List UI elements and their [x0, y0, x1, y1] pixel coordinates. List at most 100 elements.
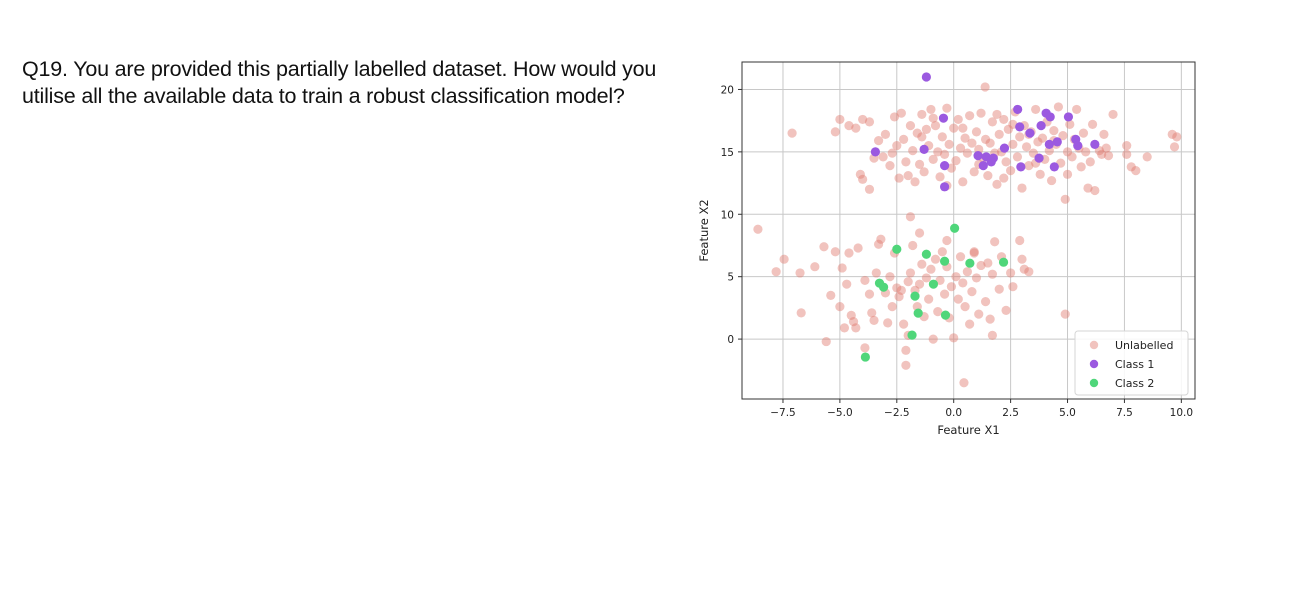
- data-point: [944, 139, 954, 149]
- data-point: [883, 318, 893, 328]
- data-point: [887, 302, 897, 312]
- data-point: [914, 279, 925, 289]
- data-point: [826, 290, 836, 301]
- data-point: [896, 108, 906, 118]
- data-point: [1131, 165, 1141, 176]
- legend-box: [1074, 330, 1189, 396]
- data-point: [951, 272, 961, 282]
- data-point: [1012, 152, 1023, 162]
- data-point: [1085, 157, 1095, 167]
- data-point: [928, 279, 939, 289]
- data-point: [919, 167, 929, 177]
- data-point: [965, 258, 975, 268]
- data-point: [796, 308, 806, 318]
- data-point: [939, 289, 950, 299]
- scatter-chart: −7.5 −5.0 −2.5 0.0 2.5 5.0 7.5 10.0 0 5 10 15 20 Fea…: [690, 55, 1210, 445]
- data-point: [987, 330, 998, 340]
- data-point: [878, 152, 888, 162]
- data-point: [928, 113, 938, 123]
- data-point: [1003, 124, 1013, 134]
- data-point: [1008, 139, 1018, 149]
- question-text: Q19. You are provided this partially lab…: [22, 57, 657, 108]
- data-point: [912, 128, 922, 138]
- data-point: [830, 127, 840, 137]
- data-point: [914, 159, 925, 169]
- data-point: [917, 259, 927, 269]
- data-point: [910, 291, 920, 301]
- data-point: [871, 268, 881, 278]
- data-point: [992, 109, 1002, 120]
- data-point: [1037, 133, 1048, 143]
- data-point: [926, 264, 936, 274]
- data-point: [885, 160, 895, 171]
- data-point: [990, 237, 1000, 247]
- data-point: [867, 308, 877, 318]
- data-point: [980, 297, 991, 307]
- data-point: [1045, 112, 1055, 122]
- legend-marker: [1089, 340, 1099, 350]
- data-point: [953, 294, 963, 304]
- data-point: [892, 244, 902, 254]
- data-point: [950, 223, 960, 233]
- data-point: [1169, 142, 1180, 152]
- data-point: [985, 314, 995, 324]
- data-point: [1001, 305, 1011, 315]
- data-point: [910, 177, 920, 187]
- data-point: [819, 242, 829, 252]
- data-point: [976, 108, 986, 118]
- data-point: [821, 336, 831, 347]
- data-point: [960, 133, 970, 143]
- data-point: [933, 307, 943, 317]
- data-point: [1062, 147, 1073, 157]
- data-point: [894, 173, 904, 183]
- data-point: [962, 148, 972, 158]
- data-point: [905, 121, 916, 131]
- data-point: [899, 134, 909, 144]
- data-point: [983, 258, 993, 268]
- data-point: [1034, 153, 1044, 163]
- x-tick-label: 0.0: [945, 407, 962, 419]
- data-point: [939, 160, 950, 171]
- data-point: [907, 330, 917, 340]
- data-point: [860, 343, 870, 353]
- data-point: [987, 117, 998, 127]
- legend-label: Class 1: [1115, 358, 1154, 371]
- data-point: [1090, 139, 1100, 149]
- data-point: [1036, 121, 1046, 131]
- y-tick-label: 20: [721, 84, 734, 96]
- x-tick-label: −5.0: [827, 407, 853, 419]
- data-point: [946, 282, 957, 292]
- data-point: [1024, 160, 1034, 171]
- data-point: [1049, 162, 1059, 172]
- data-point: [1049, 126, 1059, 136]
- data-point: [835, 302, 845, 312]
- data-point: [987, 269, 998, 279]
- series-unlabelled: [753, 82, 1182, 388]
- data-point: [1073, 141, 1083, 151]
- data-point: [1017, 254, 1027, 264]
- data-point: [1062, 169, 1073, 179]
- data-point: [933, 147, 943, 157]
- data-point: [998, 257, 1009, 267]
- data-point: [1016, 162, 1026, 172]
- data-point: [958, 177, 968, 187]
- data-point: [873, 239, 884, 249]
- data-point: [779, 254, 789, 264]
- data-point: [939, 182, 950, 192]
- data-point: [1167, 129, 1177, 139]
- data-point: [905, 268, 916, 278]
- data-point: [974, 309, 984, 319]
- data-point: [896, 285, 906, 296]
- data-point: [1013, 104, 1023, 115]
- legend-label: Unlabelled: [1115, 339, 1173, 352]
- data-point: [1122, 141, 1132, 151]
- y-tick-label: 0: [727, 334, 734, 346]
- data-point: [1067, 152, 1077, 162]
- data-point: [969, 247, 979, 257]
- data-point: [858, 174, 868, 184]
- data-point: [914, 228, 925, 238]
- data-point: [1052, 137, 1062, 147]
- data-point: [876, 234, 886, 244]
- data-point: [908, 146, 918, 156]
- data-point: [901, 360, 911, 370]
